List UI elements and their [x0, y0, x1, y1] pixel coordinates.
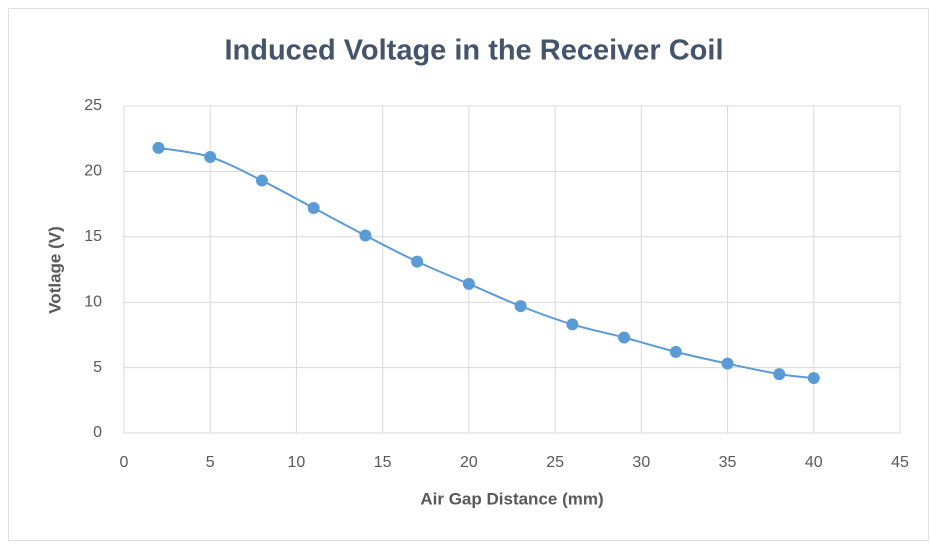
y-tick-label: 20 — [84, 163, 102, 180]
y-tick-label: 0 — [93, 424, 102, 441]
x-tick-label: 15 — [374, 454, 392, 471]
point — [566, 318, 579, 331]
y-tick-label: 25 — [84, 97, 102, 114]
point — [514, 300, 527, 313]
x-tick-label: 40 — [805, 454, 823, 471]
x-tick-label: 5 — [206, 454, 215, 471]
point — [204, 151, 217, 164]
y-tick-label: 15 — [84, 228, 102, 245]
point — [773, 368, 786, 381]
y-tick-label: 10 — [84, 293, 102, 310]
x-tick-label: 20 — [460, 454, 478, 471]
point — [411, 255, 424, 268]
point — [721, 357, 734, 370]
point — [255, 174, 268, 187]
point — [359, 229, 372, 242]
point — [618, 331, 631, 344]
point — [307, 202, 320, 215]
x-tick-label: 30 — [632, 454, 650, 471]
point — [669, 345, 682, 358]
y-tick-label: 5 — [93, 359, 102, 376]
point — [807, 372, 820, 385]
x-axis-label: Air Gap Distance (mm) — [420, 489, 603, 508]
y-axis-label: Votlage (V) — [45, 226, 64, 314]
x-tick-label: 10 — [288, 454, 306, 471]
x-tick-label: 25 — [546, 454, 564, 471]
x-tick-label: 35 — [719, 454, 737, 471]
chart-title: Induced Voltage in the Receiver Coil — [224, 35, 723, 67]
x-tick-label: 45 — [891, 454, 909, 471]
point — [152, 141, 165, 154]
point — [462, 277, 475, 290]
x-tick-label: 0 — [120, 454, 129, 471]
